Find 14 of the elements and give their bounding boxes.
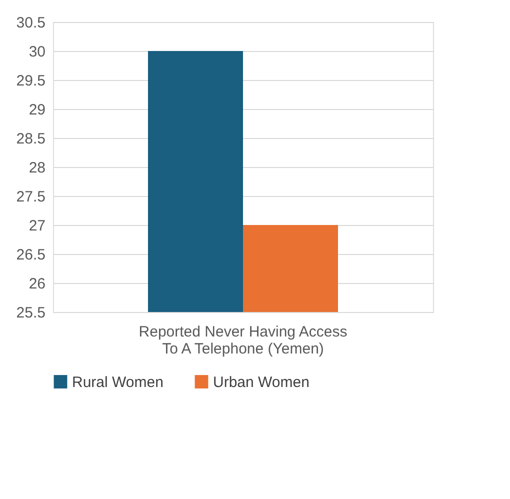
legend-label: Urban Women bbox=[213, 374, 310, 391]
y-tick-label: 28 bbox=[28, 160, 46, 176]
y-tick-label: 29.5 bbox=[16, 72, 46, 90]
y-tick-label: 26 bbox=[28, 276, 46, 292]
y-tick-label: 25.5 bbox=[16, 304, 46, 322]
y-tick-label: 29 bbox=[28, 102, 46, 118]
y-tick-label: 30.5 bbox=[16, 14, 46, 32]
x-tick-label: Reported Never Having Access To A Telephone (Yemen) bbox=[138, 324, 348, 358]
y-tick-label: 27 bbox=[28, 218, 46, 234]
y-tick-label: 28.5 bbox=[16, 130, 46, 148]
y-tick-label: 30 bbox=[28, 44, 46, 60]
y-tick-label: 26.5 bbox=[16, 246, 46, 264]
y-tick-label: 27.5 bbox=[16, 188, 46, 206]
legend-label: Rural Women bbox=[72, 374, 164, 391]
